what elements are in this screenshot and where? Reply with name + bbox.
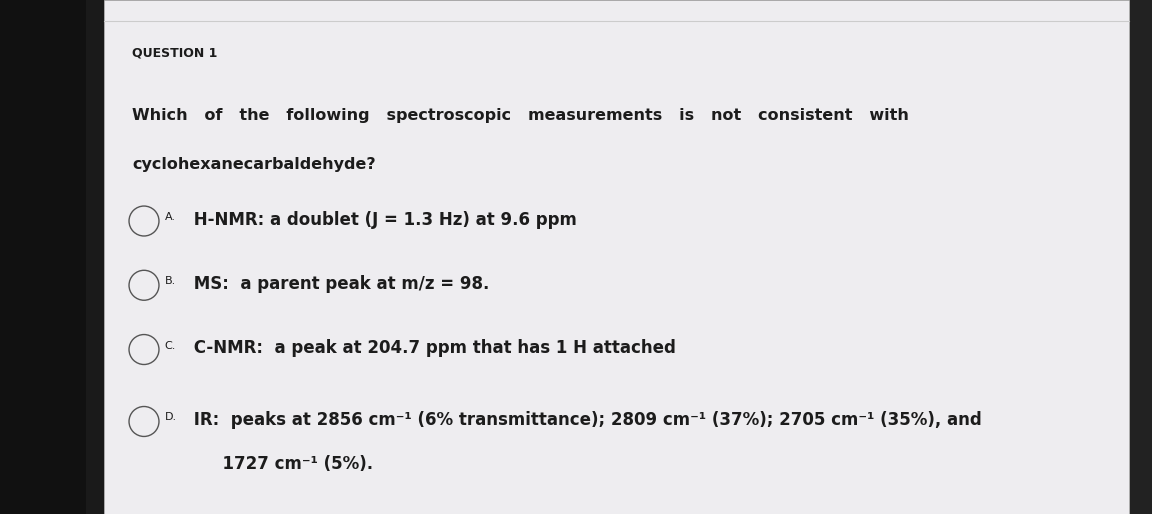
Text: B.: B. [165,277,176,286]
Bar [1112,0,1152,514]
Text: H-NMR: a doublet (J = 1.3 Hz) at 9.6 ppm: H-NMR: a doublet (J = 1.3 Hz) at 9.6 ppm [188,211,577,229]
Text: C.: C. [165,341,176,351]
Text: QUESTION 1: QUESTION 1 [132,46,218,59]
Text: cyclohexanecarbaldehyde?: cyclohexanecarbaldehyde? [132,157,376,172]
Text: Which   of   the   following   spectroscopic   measurements   is   not   consist: Which of the following spectroscopic mea… [132,108,909,123]
FancyBboxPatch shape [104,0,1129,514]
Text: MS:  a parent peak at m/z = 98.: MS: a parent peak at m/z = 98. [188,275,490,293]
Text: A.: A. [165,212,176,222]
Bar [0,0,86,514]
Text: C-NMR:  a peak at 204.7 ppm that has 1 H attached: C-NMR: a peak at 204.7 ppm that has 1 H … [188,339,676,357]
Text: IR:  peaks at 2856 cm⁻¹ (6% transmittance); 2809 cm⁻¹ (37%); 2705 cm⁻¹ (35%), an: IR: peaks at 2856 cm⁻¹ (6% transmittance… [188,411,982,429]
Text: 1727 cm⁻¹ (5%).: 1727 cm⁻¹ (5%). [188,455,373,473]
Text: D.: D. [165,413,177,423]
